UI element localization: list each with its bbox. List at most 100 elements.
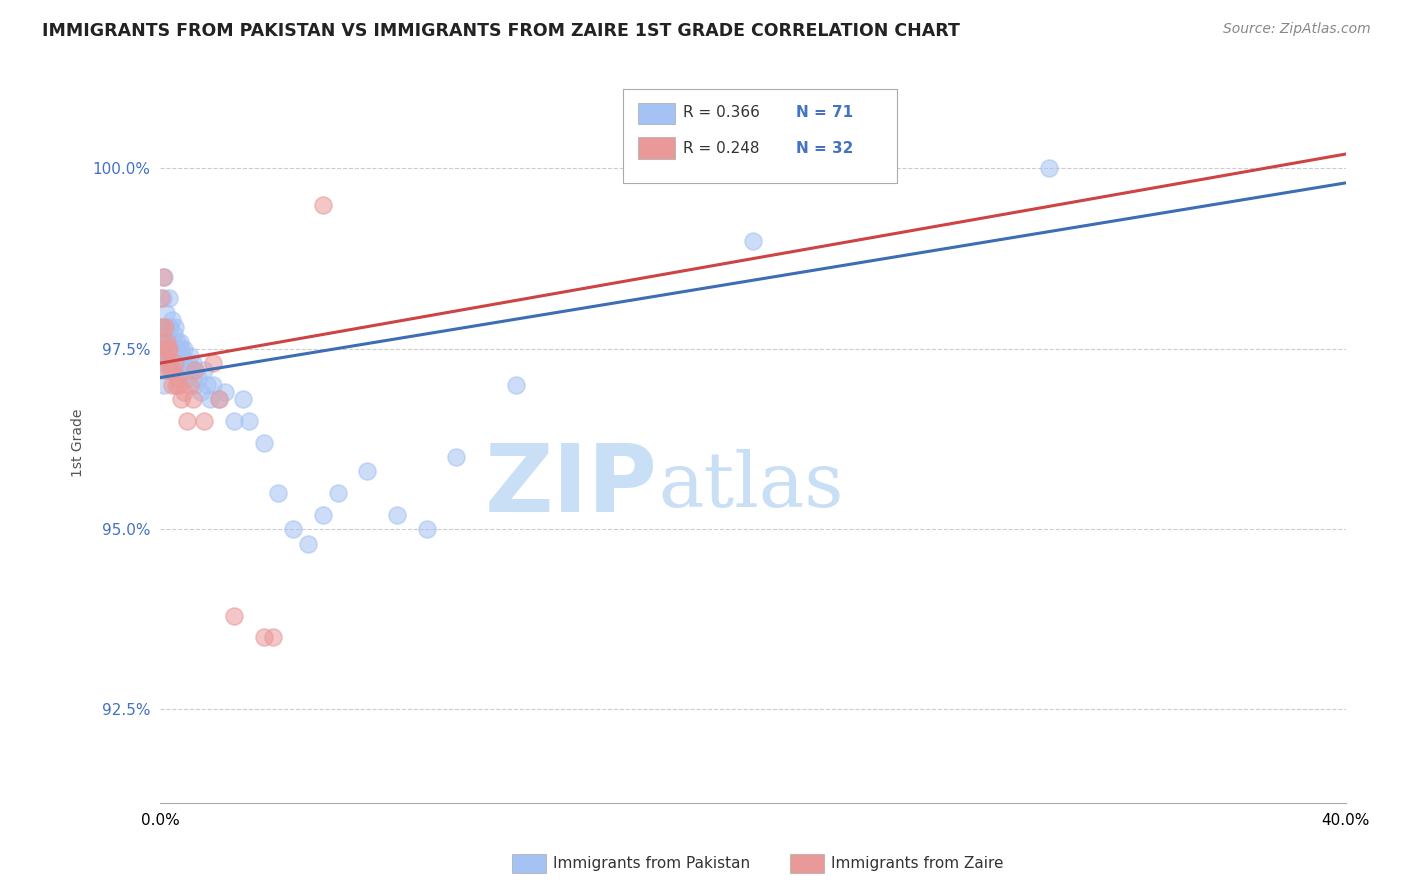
Point	[176, 356, 198, 370]
Text: IMMIGRANTS FROM PAKISTAN VS IMMIGRANTS FROM ZAIRE 1ST GRADE CORRELATION CHART: IMMIGRANTS FROM PAKISTAN VS IMMIGRANTS F…	[42, 22, 960, 40]
Point	[505, 377, 527, 392]
Point	[150, 342, 173, 356]
Point	[326, 486, 349, 500]
Point	[446, 450, 468, 464]
Point	[222, 414, 245, 428]
Point	[160, 356, 183, 370]
Text: ZIP: ZIP	[485, 440, 658, 532]
Point	[312, 508, 335, 522]
Point	[153, 377, 176, 392]
Point	[163, 320, 186, 334]
Point	[169, 334, 191, 349]
Point	[312, 197, 335, 211]
Point	[208, 392, 231, 407]
Point	[155, 349, 177, 363]
Y-axis label: 1st Grade: 1st Grade	[72, 409, 86, 476]
Point	[162, 363, 184, 377]
Point	[163, 356, 186, 370]
Text: N = 71: N = 71	[796, 105, 853, 120]
Point	[166, 334, 188, 349]
Point	[150, 291, 173, 305]
Point	[415, 522, 437, 536]
Point	[156, 334, 179, 349]
Text: R = 0.366: R = 0.366	[683, 105, 761, 120]
Text: Source: ZipAtlas.com: Source: ZipAtlas.com	[1223, 22, 1371, 37]
Point	[200, 392, 222, 407]
Point	[181, 356, 204, 370]
Point	[155, 356, 177, 370]
Point	[1038, 161, 1060, 176]
Point	[193, 414, 215, 428]
Point	[222, 608, 245, 623]
Point	[157, 342, 180, 356]
Point	[173, 342, 195, 356]
Point	[165, 356, 187, 370]
Point	[179, 349, 201, 363]
Point	[155, 342, 177, 356]
Point	[155, 320, 177, 334]
Point	[163, 327, 186, 342]
Point	[152, 269, 174, 284]
Point	[160, 377, 183, 392]
Point	[170, 342, 193, 356]
Point	[195, 377, 218, 392]
Point	[150, 363, 173, 377]
Point	[169, 363, 191, 377]
Point	[155, 363, 177, 377]
Point	[184, 363, 207, 377]
Point	[184, 377, 207, 392]
Point	[165, 342, 187, 356]
Text: R = 0.248: R = 0.248	[683, 141, 759, 156]
Point	[283, 522, 305, 536]
Text: Immigrants from Pakistan: Immigrants from Pakistan	[553, 856, 749, 871]
Point	[180, 363, 202, 377]
Point	[156, 334, 179, 349]
Point	[157, 342, 180, 356]
Point	[253, 435, 276, 450]
Point	[179, 377, 201, 392]
Point	[167, 377, 190, 392]
Point	[157, 349, 180, 363]
Text: Immigrants from Zaire: Immigrants from Zaire	[831, 856, 1004, 871]
Text: atlas: atlas	[658, 449, 844, 523]
Point	[153, 269, 176, 284]
Point	[176, 414, 198, 428]
Point	[181, 392, 204, 407]
Point	[159, 320, 181, 334]
Point	[153, 349, 176, 363]
Point	[232, 392, 254, 407]
Point	[214, 385, 236, 400]
Point	[172, 349, 194, 363]
Point	[166, 370, 188, 384]
Point	[157, 291, 180, 305]
Point	[157, 356, 180, 370]
Point	[152, 320, 174, 334]
Point	[202, 377, 225, 392]
Point	[238, 414, 260, 428]
Point	[169, 392, 191, 407]
Point	[174, 363, 197, 377]
Point	[166, 349, 188, 363]
Point	[172, 356, 194, 370]
Point	[157, 342, 180, 356]
Point	[157, 320, 180, 334]
Point	[155, 306, 177, 320]
Point	[153, 342, 176, 356]
Point	[202, 356, 225, 370]
Point	[356, 464, 378, 478]
Point	[173, 385, 195, 400]
Point	[183, 363, 205, 377]
Point	[150, 320, 173, 334]
Point	[167, 342, 190, 356]
Text: N = 32: N = 32	[796, 141, 853, 156]
Point	[163, 349, 186, 363]
Point	[190, 385, 212, 400]
Point	[167, 356, 190, 370]
Point	[267, 486, 290, 500]
Point	[159, 349, 181, 363]
Point	[297, 536, 319, 550]
Point	[262, 630, 284, 644]
Point	[152, 334, 174, 349]
Point	[208, 392, 231, 407]
Point	[385, 508, 408, 522]
